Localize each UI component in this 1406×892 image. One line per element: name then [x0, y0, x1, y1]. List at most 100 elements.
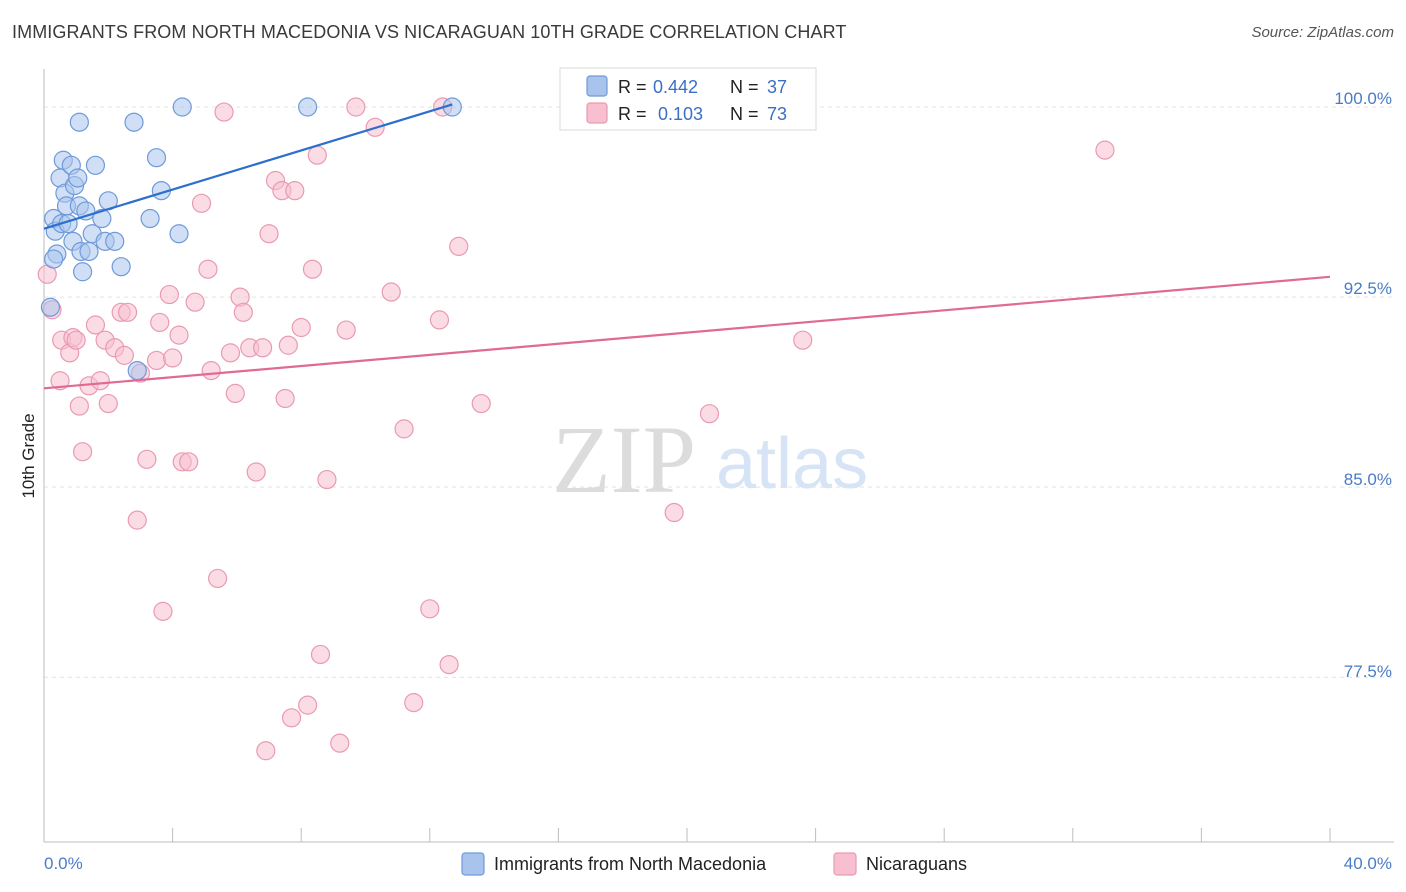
point-north-macedonia-27 [69, 112, 89, 132]
y-tick-label-100: 100.0% [1334, 89, 1392, 108]
point-nicaraguans-50 [291, 317, 311, 338]
point-north-macedonia-25 [111, 257, 131, 277]
point-nicaraguans-33 [208, 568, 228, 589]
legend-swatch-pink [586, 102, 608, 124]
legend-swatch-blue [586, 75, 608, 97]
series-legend-swatch-blue [461, 852, 485, 876]
point-north-macedonia-20 [85, 155, 106, 175]
point-nicaraguans-16 [114, 345, 134, 365]
legend-r-label-1: R = [618, 77, 647, 97]
point-north-macedonia-34 [298, 97, 318, 117]
point-nicaraguans-35 [220, 343, 241, 363]
stats-legend: R = 0.442 N = 37 R = 0.103 N = 73 [559, 67, 817, 131]
point-nicaraguans-54 [310, 644, 331, 665]
point-nicaraguans-6 [66, 330, 86, 350]
trend-line-north-macedonia [43, 103, 453, 230]
point-nicaraguans-41 [253, 338, 273, 358]
point-nicaraguans-70 [664, 502, 684, 523]
series-legend-swatch-pink [833, 852, 857, 876]
legend-r-value-1: 0.442 [653, 77, 698, 97]
trend-lines [43, 103, 1331, 390]
point-nicaraguans-7 [69, 396, 89, 416]
point-north-macedonia-33 [172, 97, 192, 117]
legend-n-label-2: N = [730, 104, 759, 124]
point-nicaraguans-8 [72, 442, 93, 462]
point-north-macedonia-21 [92, 208, 112, 229]
point-north-macedonia-32 [169, 224, 189, 244]
point-north-macedonia-16 [72, 262, 93, 282]
point-north-macedonia-30 [146, 148, 167, 168]
legend-n-value-1: 37 [767, 77, 787, 97]
point-north-macedonia-24 [105, 231, 125, 251]
point-nicaraguans-67 [449, 236, 469, 257]
point-nicaraguans-31 [198, 259, 218, 279]
legend-r-label-2: R = [618, 104, 647, 124]
point-nicaraguans-42 [256, 741, 276, 761]
point-north-macedonia-0 [40, 297, 61, 317]
point-nicaraguans-10 [85, 315, 106, 335]
point-nicaraguans-63 [420, 599, 440, 619]
point-nicaraguans-25 [163, 348, 183, 368]
point-north-macedonia-18 [79, 241, 99, 262]
point-nicaraguans-61 [394, 419, 414, 439]
point-nicaraguans-66 [439, 654, 459, 675]
point-north-macedonia-29 [140, 208, 160, 229]
point-nicaraguans-51 [298, 695, 318, 715]
point-nicaraguans-52 [302, 259, 323, 279]
series-legend: Immigrants from North Macedonia Nicaragu… [461, 852, 967, 876]
point-nicaraguans-21 [146, 350, 167, 371]
point-nicaraguans-58 [346, 97, 366, 117]
point-nicaraguans-32 [201, 360, 221, 381]
point-north-macedonia-28 [127, 360, 147, 381]
chart-title: IMMIGRANTS FROM NORTH MACEDONIA VS NICAR… [12, 22, 847, 42]
point-nicaraguans-38 [233, 302, 253, 322]
point-nicaraguans-24 [159, 284, 179, 305]
point-nicaraguans-34 [214, 102, 234, 122]
y-tick-label-85: 85.0% [1344, 470, 1392, 489]
point-nicaraguans-18 [127, 510, 147, 530]
point-nicaraguans-36 [225, 383, 245, 404]
point-nicaraguans-56 [330, 733, 350, 753]
point-nicaraguans-23 [153, 601, 173, 621]
point-nicaraguans-48 [281, 708, 302, 728]
point-nicaraguans-40 [246, 462, 266, 482]
point-north-macedonia-26 [124, 112, 144, 132]
trend-line-nicaraguans [43, 275, 1331, 390]
x-tick-label-max: 40.0% [1344, 854, 1392, 873]
watermark-atlas: atlas [716, 424, 868, 504]
point-nicaraguans-30 [191, 193, 212, 213]
point-nicaraguans-57 [336, 320, 356, 340]
chart-source: Source: ZipAtlas.com [1251, 24, 1394, 41]
point-nicaraguans-22 [150, 312, 170, 333]
point-nicaraguans-20 [137, 449, 157, 469]
x-tick-label-min: 0.0% [44, 854, 83, 873]
point-nicaraguans-13 [98, 393, 118, 414]
point-nicaraguans-71 [699, 404, 720, 424]
point-nicaraguans-72 [793, 330, 813, 350]
gridlines [44, 106, 1394, 678]
point-nicaraguans-62 [404, 693, 424, 713]
watermark-zip: ZIP [552, 406, 696, 513]
point-nicaraguans-43 [259, 224, 279, 244]
point-nicaraguans-17 [117, 302, 138, 322]
y-axis-label: 10th Grade [19, 413, 38, 498]
point-nicaraguans-68 [471, 393, 491, 414]
point-nicaraguans-28 [179, 452, 199, 472]
legend-n-label-1: N = [730, 77, 759, 97]
point-nicaraguans-60 [381, 282, 401, 302]
point-nicaraguans-55 [317, 469, 337, 490]
series-legend-label-nicaraguans: Nicaraguans [866, 854, 967, 874]
series-north-macedonia [40, 97, 462, 381]
point-nicaraguans-2 [50, 371, 70, 391]
point-nicaraguans-46 [275, 388, 295, 409]
point-nicaraguans-11 [90, 371, 110, 391]
point-nicaraguans-47 [278, 335, 298, 355]
point-nicaraguans-29 [185, 292, 205, 312]
point-nicaraguans-49 [285, 181, 305, 201]
point-nicaraguans-64 [429, 310, 450, 330]
point-north-macedonia-36 [44, 249, 64, 269]
point-north-macedonia-13 [68, 168, 88, 188]
legend-r-value-2: 0.103 [658, 104, 703, 124]
point-nicaraguans-53 [307, 145, 327, 165]
